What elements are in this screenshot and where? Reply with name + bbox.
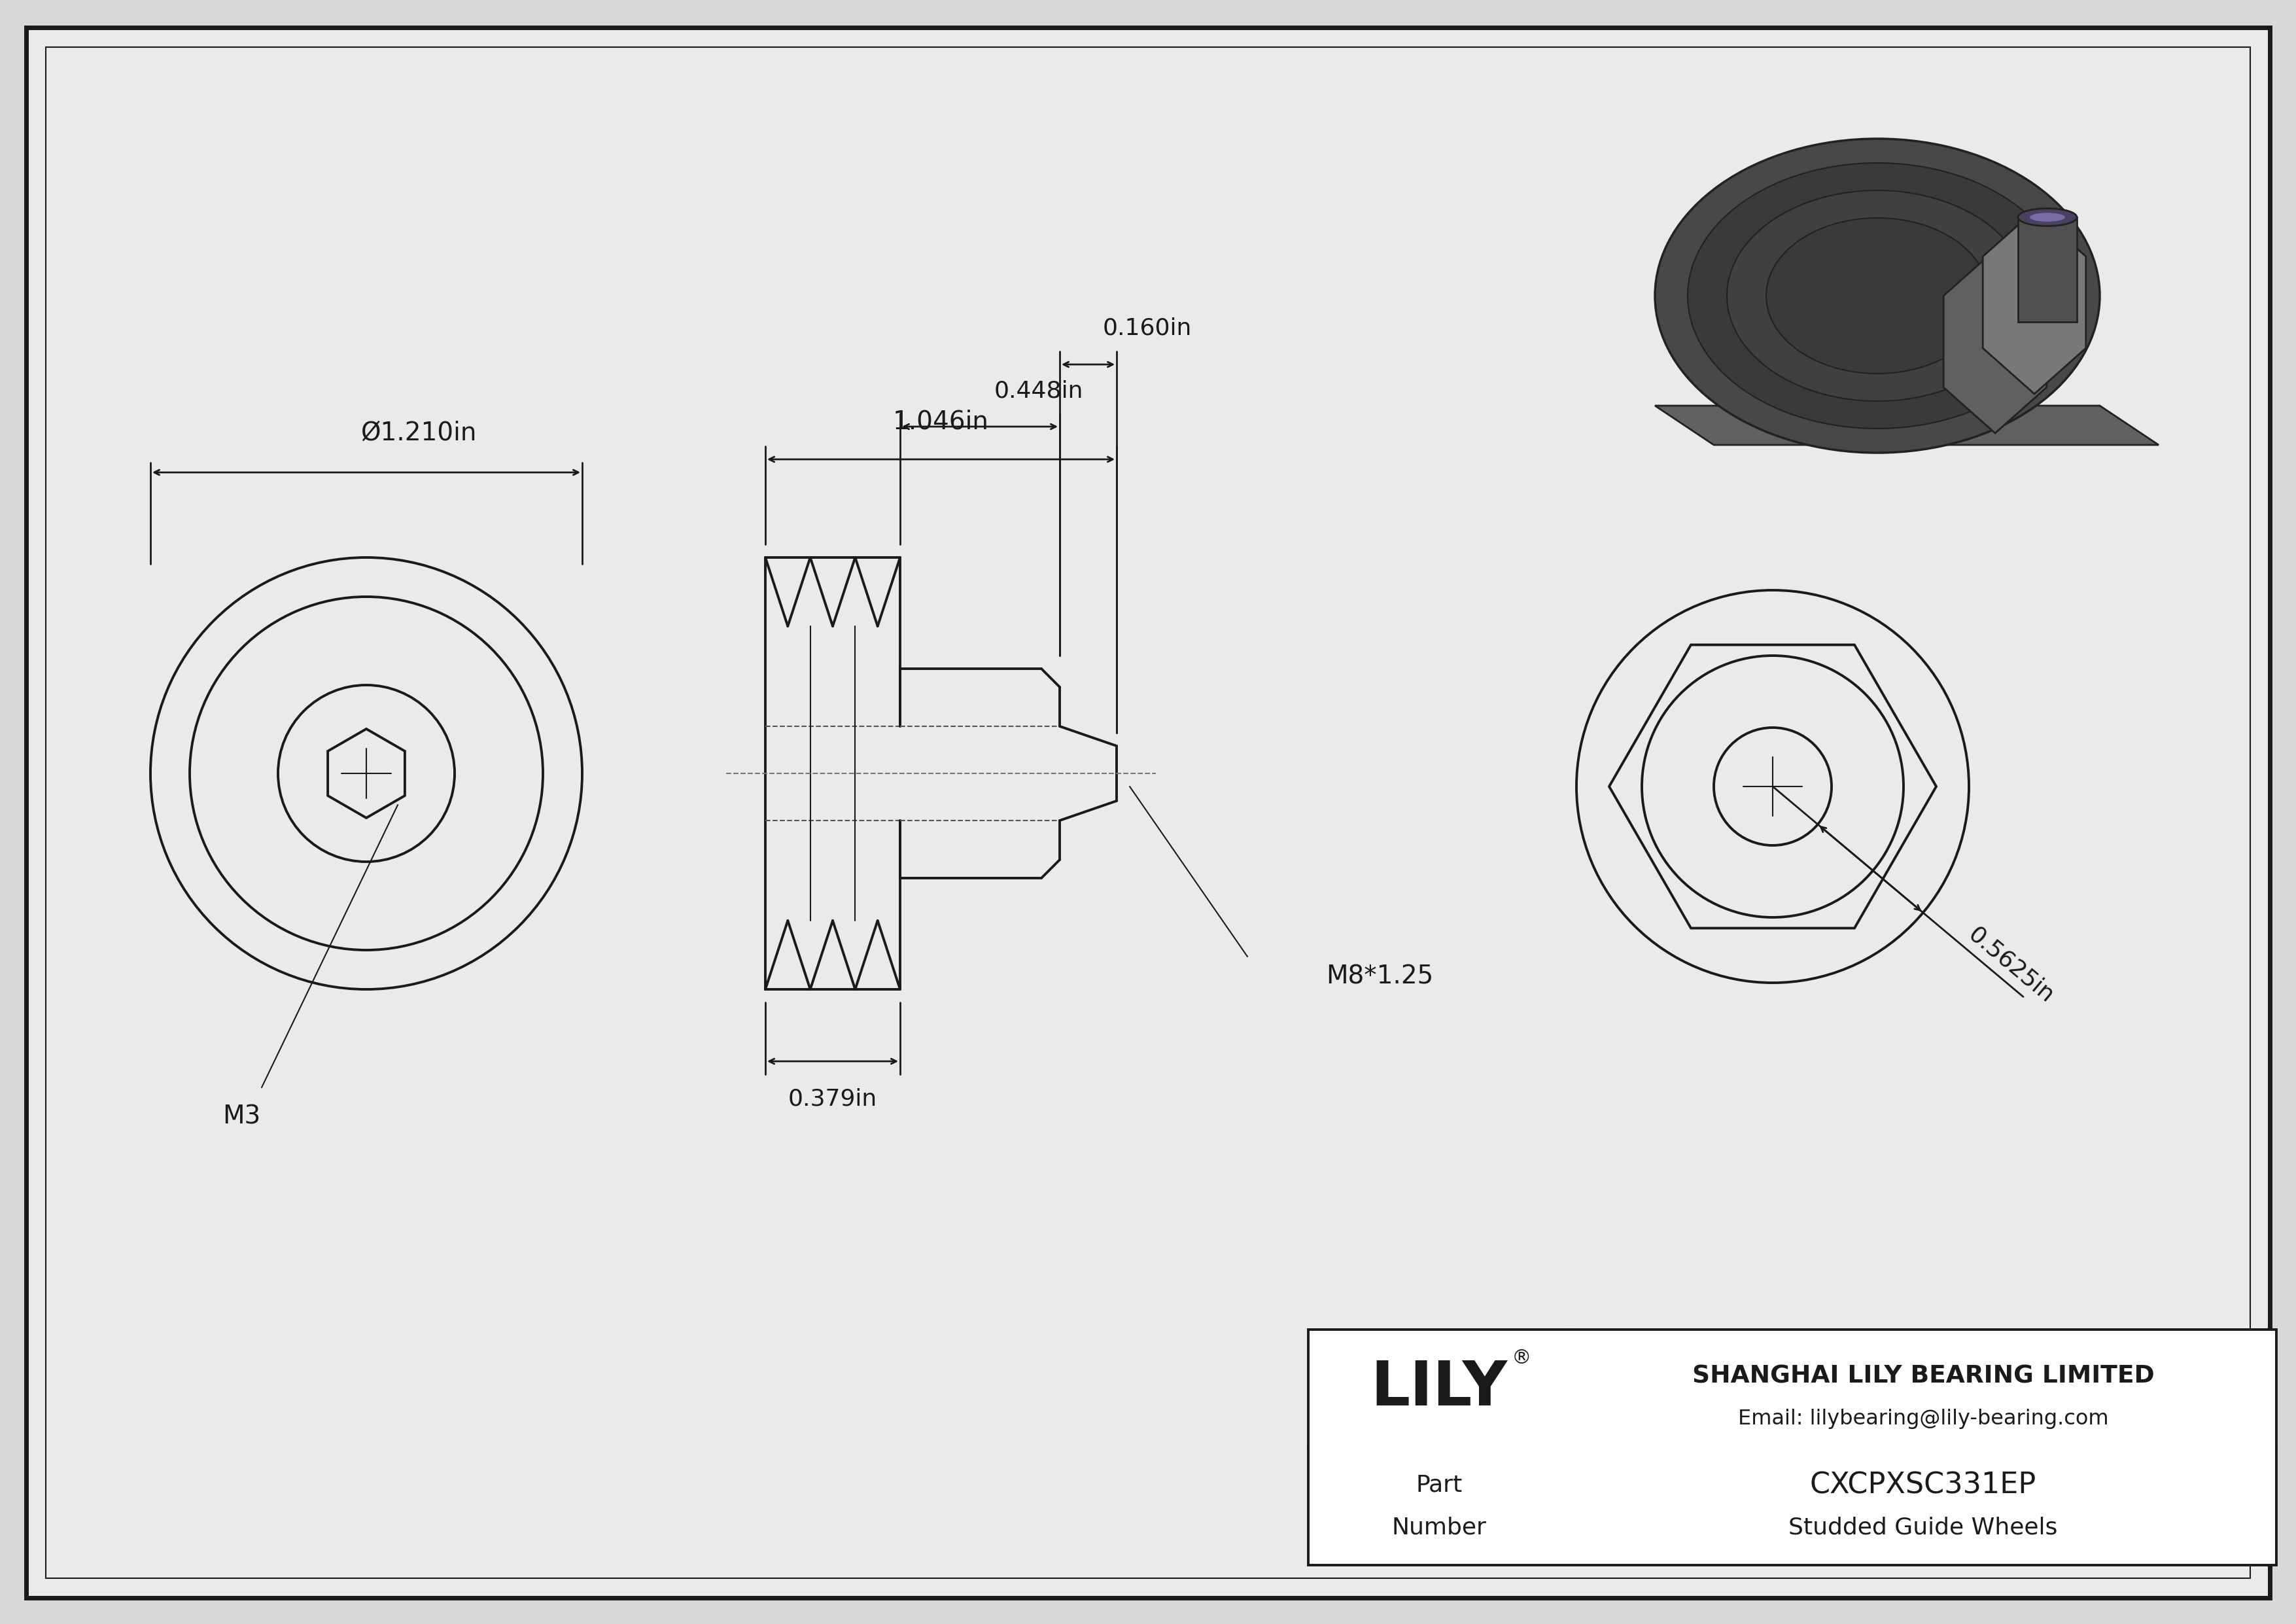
Ellipse shape (2018, 208, 2078, 226)
Text: CXCPXSC331EP: CXCPXSC331EP (1809, 1471, 2037, 1499)
Polygon shape (1655, 406, 2158, 445)
Text: Number: Number (1391, 1517, 1486, 1538)
Text: 0.379in: 0.379in (788, 1088, 877, 1111)
Ellipse shape (1766, 218, 1988, 374)
Polygon shape (1984, 211, 2085, 395)
Text: 1.046in: 1.046in (893, 409, 990, 434)
Text: Email: lilybearing@lily-bearing.com: Email: lilybearing@lily-bearing.com (1738, 1410, 2108, 1429)
Text: 0.5625in: 0.5625in (1963, 924, 2057, 1007)
Ellipse shape (1688, 162, 2066, 429)
Text: LILY: LILY (1371, 1358, 1508, 1418)
Text: SHANGHAI LILY BEARING LIMITED: SHANGHAI LILY BEARING LIMITED (1692, 1364, 2154, 1389)
Text: 0.160in: 0.160in (1102, 317, 1192, 339)
Bar (2018, 218, 2078, 322)
Ellipse shape (1727, 190, 2027, 401)
Text: Part: Part (1417, 1475, 1463, 1496)
Text: 0.448in: 0.448in (994, 380, 1084, 401)
Text: Studded Guide Wheels: Studded Guide Wheels (1789, 1517, 2057, 1538)
Ellipse shape (2030, 213, 2064, 221)
Text: Ø1.210in: Ø1.210in (360, 421, 478, 445)
Ellipse shape (1655, 138, 2101, 453)
Text: M3: M3 (223, 1104, 259, 1129)
Text: M8*1.25: M8*1.25 (1325, 963, 1433, 989)
Text: ®: ® (1511, 1348, 1531, 1367)
Bar (1309, 1330, 2275, 1566)
Polygon shape (1942, 250, 2046, 434)
